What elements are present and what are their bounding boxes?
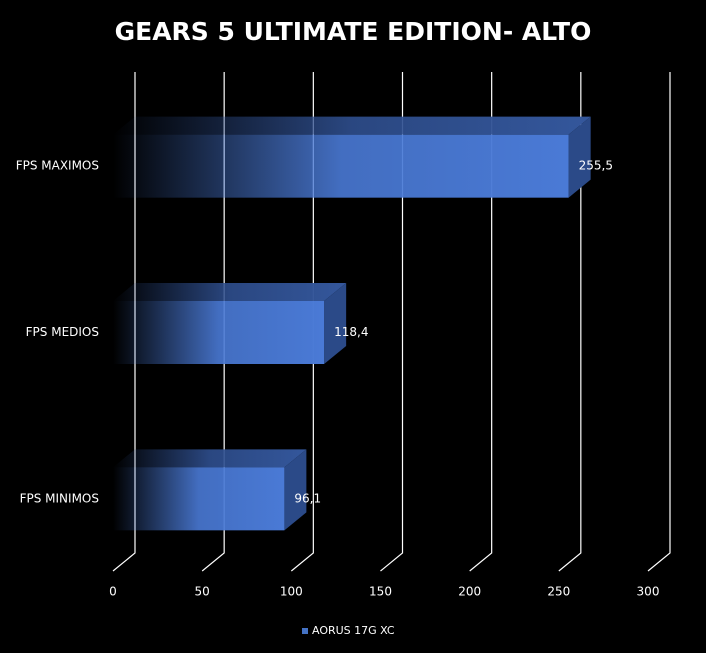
legend-label: AORUS 17G XC <box>312 624 395 637</box>
x-tick-label: 50 <box>195 585 210 599</box>
bar <box>113 467 285 531</box>
legend-swatch <box>302 628 308 634</box>
y-tick-label: FPS MAXIMOS <box>16 159 99 173</box>
bar-top <box>113 116 591 135</box>
grid-line <box>112 72 136 572</box>
value-label: 96,1 <box>294 491 321 505</box>
bar-side <box>284 449 307 531</box>
grid-line <box>647 72 671 572</box>
grid-line <box>558 72 582 572</box>
x-tick-label: 300 <box>637 585 660 599</box>
grid-line <box>201 72 225 572</box>
x-tick-label: 250 <box>547 585 570 599</box>
y-tick-label: FPS MINIMOS <box>20 491 99 505</box>
value-label: 255,5 <box>579 159 613 173</box>
bar-top <box>113 283 347 301</box>
grid-line <box>290 72 314 572</box>
grid-line <box>469 72 493 572</box>
chart-title: GEARS 5 ULTIMATE EDITION- ALTO <box>115 17 592 46</box>
x-tick-label: 0 <box>109 585 117 599</box>
value-label: 118,4 <box>334 325 368 339</box>
bar-side <box>324 283 347 364</box>
x-tick-label: 200 <box>458 585 481 599</box>
grid-line <box>380 72 404 572</box>
x-tick-label: 100 <box>280 585 303 599</box>
bar-side <box>568 116 591 198</box>
y-tick-label: FPS MEDIOS <box>26 325 99 339</box>
x-tick-label: 150 <box>369 585 392 599</box>
bar <box>113 301 325 364</box>
bar-top <box>113 449 307 468</box>
bar <box>113 134 569 198</box>
